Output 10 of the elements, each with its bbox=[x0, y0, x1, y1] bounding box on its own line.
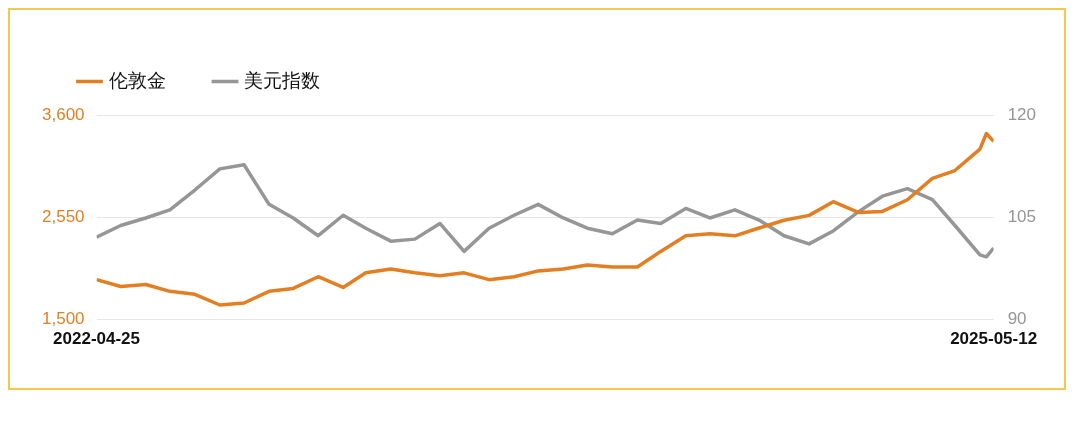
legend-label: 伦敦金 bbox=[108, 69, 166, 91]
y2-tick-label: 120 bbox=[1007, 104, 1037, 124]
y-tick-label: 3,600 bbox=[41, 104, 85, 124]
legend-label: 美元指数 bbox=[244, 69, 320, 91]
y-tick-label: 2,550 bbox=[41, 206, 85, 226]
x-tick-label: 2025-05-12 bbox=[950, 329, 1038, 349]
y2-tick-label: 105 bbox=[1007, 206, 1037, 226]
y-tick-label: 1,500 bbox=[41, 309, 85, 329]
x-tick-label: 2022-04-25 bbox=[53, 329, 141, 349]
y2-tick-label: 90 bbox=[1007, 309, 1027, 329]
